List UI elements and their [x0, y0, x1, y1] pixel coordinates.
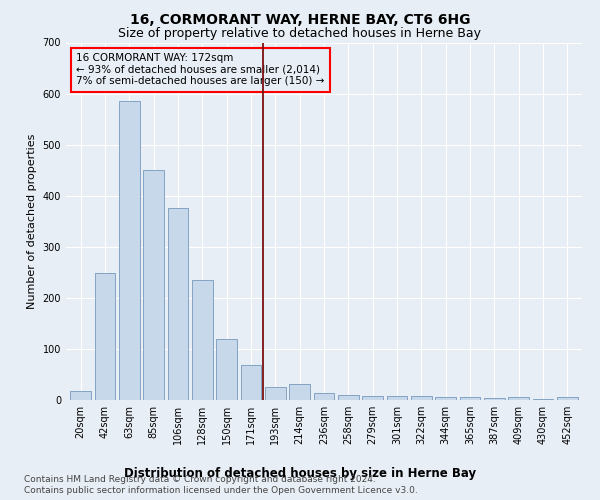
- Bar: [460, 398, 481, 400]
- Text: 16 CORMORANT WAY: 172sqm
← 93% of detached houses are smaller (2,014)
7% of semi: 16 CORMORANT WAY: 172sqm ← 93% of detach…: [76, 53, 325, 86]
- Bar: [338, 395, 359, 400]
- Text: Distribution of detached houses by size in Herne Bay: Distribution of detached houses by size …: [124, 468, 476, 480]
- Bar: [119, 101, 140, 400]
- Bar: [362, 396, 383, 400]
- Text: Contains HM Land Registry data © Crown copyright and database right 2024.: Contains HM Land Registry data © Crown c…: [24, 475, 376, 484]
- Bar: [167, 208, 188, 400]
- Bar: [265, 387, 286, 400]
- Bar: [314, 394, 334, 400]
- Text: Contains public sector information licensed under the Open Government Licence v3: Contains public sector information licen…: [24, 486, 418, 495]
- Bar: [386, 396, 407, 400]
- Bar: [241, 366, 262, 400]
- Bar: [143, 170, 164, 400]
- Bar: [192, 280, 212, 400]
- Bar: [70, 391, 91, 400]
- Bar: [411, 396, 432, 400]
- Y-axis label: Number of detached properties: Number of detached properties: [27, 134, 37, 309]
- Bar: [557, 398, 578, 400]
- Text: 16, CORMORANT WAY, HERNE BAY, CT6 6HG: 16, CORMORANT WAY, HERNE BAY, CT6 6HG: [130, 12, 470, 26]
- Bar: [484, 398, 505, 400]
- Bar: [508, 398, 529, 400]
- Bar: [289, 384, 310, 400]
- Bar: [216, 338, 237, 400]
- Bar: [436, 398, 456, 400]
- Text: Size of property relative to detached houses in Herne Bay: Size of property relative to detached ho…: [119, 28, 482, 40]
- Bar: [95, 274, 115, 400]
